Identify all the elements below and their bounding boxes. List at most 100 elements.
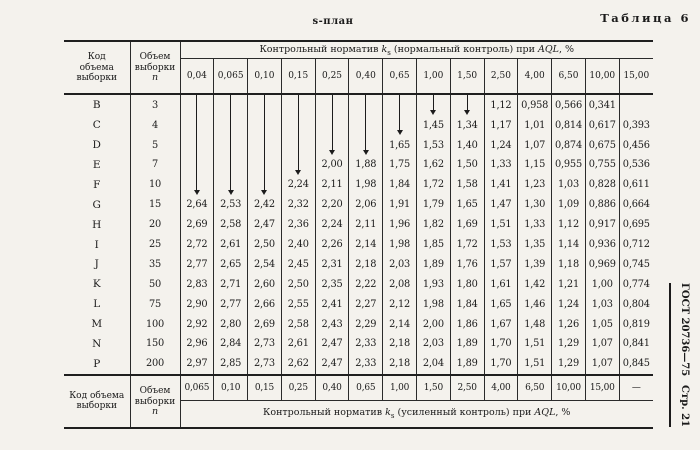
ks-value-cell: 2,31 [314, 254, 349, 275]
down-arrow-shaft [196, 135, 198, 156]
ks-value-cell: 2,64 [179, 194, 214, 215]
ks-value-cell: 1,33 [517, 214, 552, 235]
ks-value-cell: 0,828 [584, 174, 620, 195]
ks-value-cell: 0,886 [584, 194, 620, 215]
aql-tightened-value: 1,00 [382, 373, 417, 401]
ks-value-cell: 2,40 [280, 234, 316, 255]
header-normal-control-title: Контрольный норматив ks (нормальный конт… [180, 40, 653, 60]
table-row: C 4 1,45 1,34 1,17 1,01 0,814 0,617 0,393 [64, 115, 653, 136]
ks-value-cell: 2,50 [280, 274, 316, 295]
down-arrow-shaft [196, 115, 198, 136]
down-arrow-icon [430, 95, 437, 116]
ks-value-cell: 0,814 [551, 115, 586, 136]
sample-size-cell: 50 [129, 274, 180, 295]
aql-tightened-value: 0,65 [348, 373, 383, 401]
aql-normal-value: 15,00 [618, 58, 653, 96]
ks-value-cell: 1,33 [483, 155, 518, 175]
ks-value-cell: 0,341 [584, 94, 620, 116]
arrow-shaft-cell [213, 155, 248, 175]
ks-value-cell: 1,14 [551, 234, 586, 255]
ks-value-cell: 1,03 [584, 294, 620, 315]
sample-size-cell: 100 [129, 314, 180, 335]
ks-value-cell: 1,26 [551, 314, 586, 335]
down-arrow-shaft [196, 95, 198, 116]
ks-value-cell: 2,35 [314, 274, 349, 295]
down-arrow-shaft [230, 135, 232, 156]
sample-code-cell: J [94, 258, 99, 271]
ks-value-cell: 2,14 [382, 314, 417, 335]
ks-value-cell: 2,65 [213, 254, 248, 275]
ks-value-cell: 1,89 [449, 353, 485, 375]
n-symbol: n [151, 405, 159, 417]
ks-value-cell: 1,85 [415, 234, 451, 255]
sampling-plan-table: Код объема выборки Объем выборки n Контр… [64, 39, 653, 430]
ks-value-cell: 2,20 [314, 194, 349, 215]
aql-tightened-value: 0,25 [280, 373, 316, 401]
aql-tightened-value: 15,00 [584, 373, 620, 401]
arrow-shaft-cell [179, 115, 214, 136]
down-arrow-icon [329, 135, 336, 156]
sample-code-cell: M [91, 318, 103, 331]
ks-value-cell: 2,00 [314, 155, 349, 175]
table-row: F 10 2,24 2,11 1,98 1,84 1,72 1,58 1,41 1,23 1,03 0… [64, 174, 653, 196]
arrow-shaft-cell [348, 115, 383, 136]
ks-value-cell: 2,96 [179, 334, 214, 354]
ks-value-cell: 2,14 [348, 234, 383, 255]
sample-code-cell: N [92, 337, 102, 350]
ks-value-cell: 1,75 [382, 155, 417, 175]
aql-normal-value: 4,00 [517, 58, 552, 96]
ks-value-cell: 2,18 [382, 353, 417, 375]
ks-value-cell: 1,12 [483, 94, 518, 116]
table-row: I 25 2,72 2,61 2,50 2,40 2,26 2,14 1,98 1,85 1,72 1… [64, 234, 653, 255]
ks-value-cell: 2,60 [247, 274, 282, 295]
ks-value-cell: 2,58 [213, 214, 248, 235]
n-symbol: n [151, 72, 159, 84]
ks-value-cell: 1,89 [415, 254, 451, 275]
ks-value-cell: 2,03 [382, 254, 417, 275]
aql-normal-value: 0,65 [382, 58, 417, 96]
ks-value-cell: 2,22 [348, 274, 383, 295]
ks-value-cell: 1,24 [483, 135, 518, 156]
ks-value-cell: 1,79 [415, 194, 451, 215]
aql-normal-value: 1,50 [449, 58, 485, 96]
sample-size-cell: 10 [129, 174, 180, 195]
down-arrow-shaft [263, 115, 265, 136]
ks-subscript: s [390, 412, 395, 421]
aql-tightened-value: 0,065 [179, 373, 214, 401]
ks-value-cell: 1,53 [415, 135, 451, 156]
ks-value-cell: 2,08 [382, 274, 417, 295]
ks-value-cell: 0,841 [618, 334, 653, 354]
arrow-shaft-cell [348, 94, 383, 116]
arrow-shaft-cell [179, 155, 214, 175]
ks-value-cell: 1,35 [517, 234, 552, 255]
ks-value-cell: 0,664 [618, 194, 653, 215]
ks-value-cell: 1,62 [415, 155, 451, 175]
ks-value-cell: 2,72 [179, 234, 214, 255]
down-arrow-shaft [230, 115, 232, 136]
down-arrow-shaft [331, 115, 333, 136]
down-arrow-icon [227, 174, 234, 196]
sample-code-cell: I [94, 238, 99, 251]
arrow-shaft-cell [179, 135, 214, 156]
ks-value-cell: 1,15 [517, 155, 552, 175]
ks-value-cell: 1,76 [449, 254, 485, 275]
sample-code-cell: P [93, 357, 101, 370]
ks-value-cell: 2,06 [348, 194, 383, 215]
arrow-head-cell [314, 135, 349, 156]
arrow-head-cell [247, 174, 282, 196]
arrow-shaft-cell [179, 94, 214, 116]
ks-value-cell: 0,456 [618, 135, 653, 156]
arrow-shaft-cell [280, 135, 316, 156]
page-side-note: ГОСТ 20736—75 Стр. 21 [676, 283, 694, 427]
down-arrow-icon [464, 95, 471, 116]
ks-value-cell: 1,29 [551, 334, 586, 354]
down-arrow-shaft [365, 95, 367, 116]
ks-symbol: k [381, 43, 388, 55]
table-row: H 20 2,69 2,58 2,47 2,36 2,24 2,11 1,96 1,82 1,69 1… [64, 214, 653, 235]
ks-value-cell: 2,54 [247, 254, 282, 275]
ks-value-cell: 1,09 [551, 194, 586, 215]
aql-normal-value: 10,00 [584, 58, 620, 96]
down-arrow-shaft [365, 115, 367, 136]
ks-value-cell: 0,745 [618, 254, 653, 275]
sample-code-cell: F [93, 178, 101, 191]
